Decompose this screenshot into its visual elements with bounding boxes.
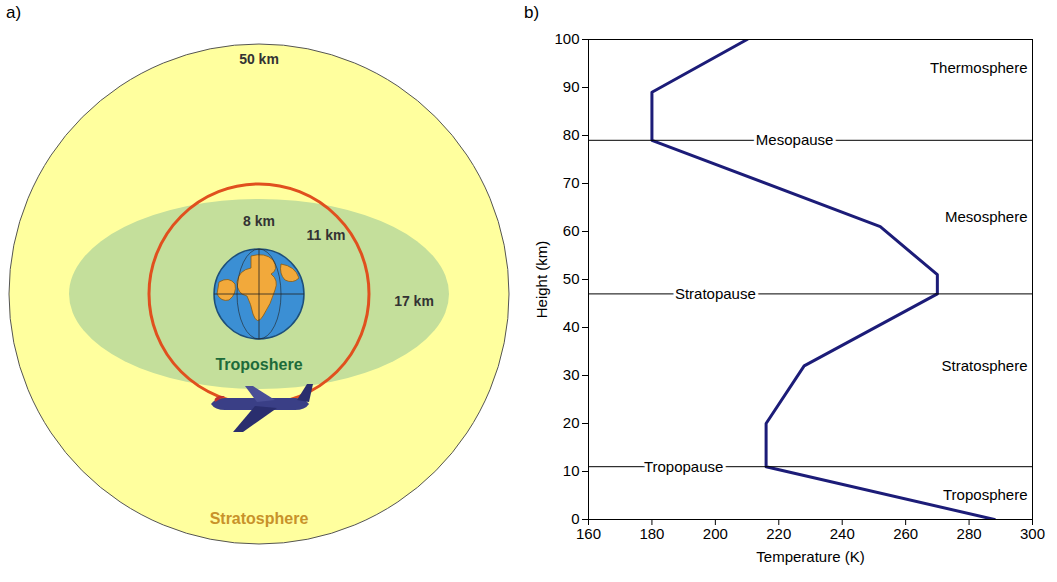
svg-text:Height (km): Height (km)	[533, 241, 550, 319]
svg-text:50: 50	[563, 270, 580, 287]
svg-text:70: 70	[563, 174, 580, 191]
svg-text:Mesosphere: Mesosphere	[945, 208, 1028, 225]
html-text:a): a)	[6, 3, 22, 22]
svg-text:200: 200	[703, 525, 728, 542]
svg-text:160: 160	[576, 525, 601, 542]
svg-text:Stratosphere: Stratosphere	[942, 357, 1028, 374]
svg-text:240: 240	[830, 525, 855, 542]
svg-text:20: 20	[563, 414, 580, 431]
svg-text:60: 60	[563, 222, 580, 239]
svg-text:Tropopause: Tropopause	[644, 458, 724, 475]
svg-text:220: 220	[766, 525, 791, 542]
svg-text:Thermosphere: Thermosphere	[930, 59, 1028, 76]
svg-text:Troposphere: Troposphere	[943, 486, 1028, 503]
svg-text:40: 40	[563, 318, 580, 335]
svg-text:180: 180	[639, 525, 664, 542]
svg-text:50 km: 50 km	[239, 51, 279, 67]
svg-text:280: 280	[957, 525, 982, 542]
svg-text:90: 90	[563, 78, 580, 95]
svg-text:17 km: 17 km	[394, 293, 434, 309]
svg-text:80: 80	[563, 126, 580, 143]
svg-text:Mesopause: Mesopause	[756, 131, 834, 148]
svg-text:Stratosphere: Stratosphere	[210, 510, 309, 527]
svg-text:0: 0	[571, 510, 580, 528]
svg-text:30: 30	[563, 366, 580, 383]
html-text:b): b)	[524, 3, 540, 22]
svg-text:Troposhere: Troposhere	[215, 356, 302, 373]
svg-text:100: 100	[554, 30, 579, 47]
svg-text:Stratopause: Stratopause	[675, 285, 756, 302]
svg-text:300: 300	[1020, 525, 1045, 542]
svg-text:10: 10	[563, 462, 580, 479]
svg-text:11 km: 11 km	[307, 227, 346, 243]
svg-text:260: 260	[893, 525, 918, 542]
svg-text:Temperature (K): Temperature (K)	[756, 548, 864, 565]
svg-text:8 km: 8 km	[243, 213, 275, 229]
